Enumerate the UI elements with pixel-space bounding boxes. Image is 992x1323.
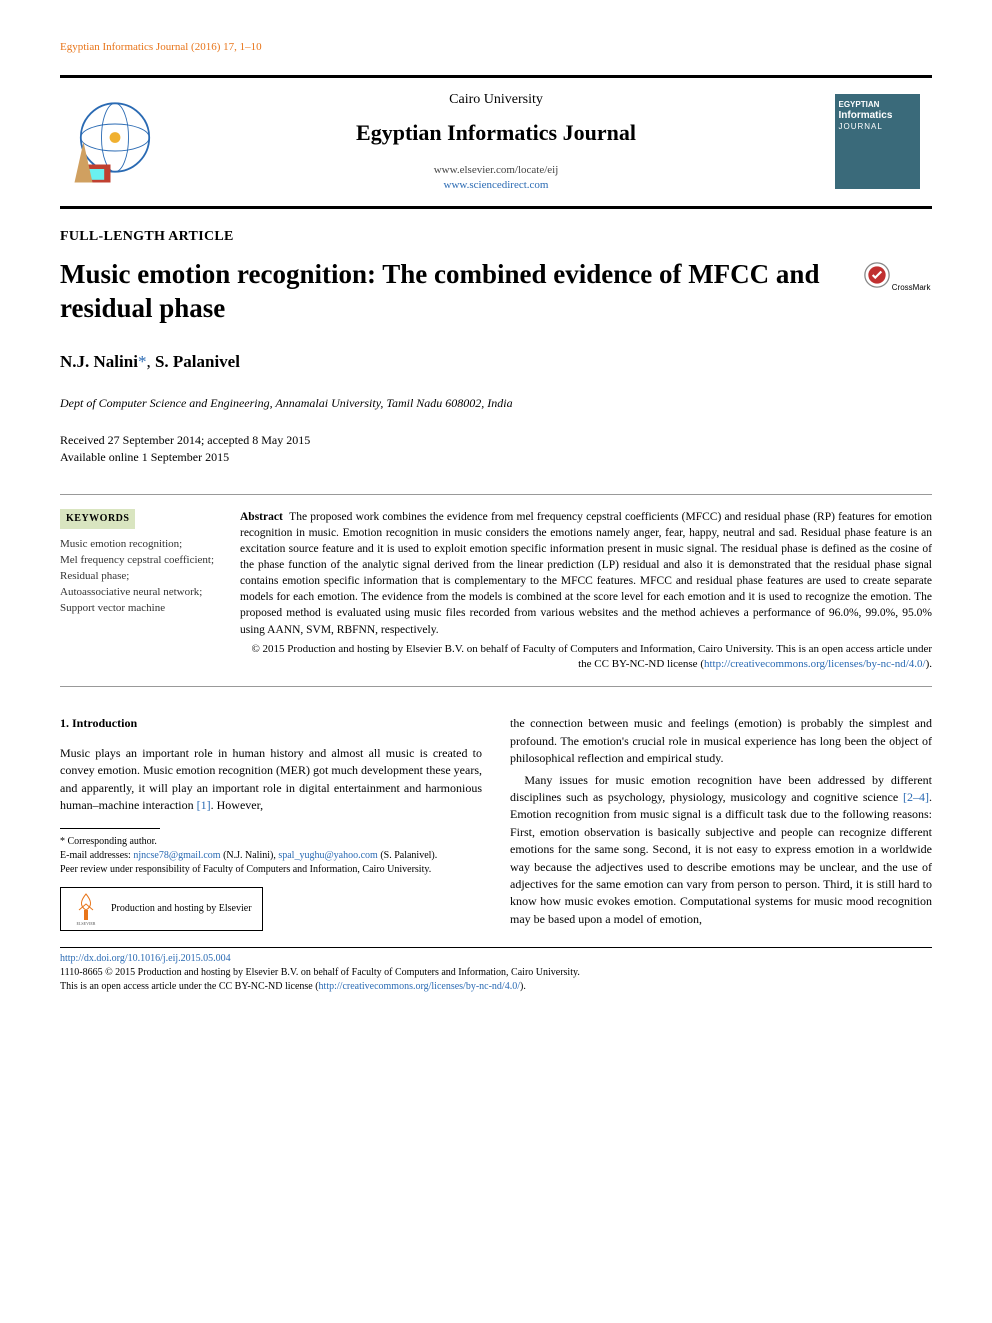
journal-header: Cairo University Egyptian Informatics Jo… [60, 75, 932, 208]
peer-review-note: Peer review under responsibility of Facu… [60, 863, 482, 877]
intro-p1-tail: . However, [211, 798, 264, 812]
cover-line-1: EGYPTIAN [839, 100, 916, 110]
journal-name: Egyptian Informatics Journal [170, 118, 822, 149]
intro-paragraph-1: Music plays an important role in human h… [60, 745, 482, 815]
email-2-who: (S. Palanivel). [378, 850, 437, 861]
cover-line-2: Informatics [839, 110, 916, 122]
crossmark-icon [864, 262, 890, 288]
crossmark-badge[interactable]: CrossMark [862, 262, 932, 293]
author-1: N.J. Nalini [60, 352, 138, 371]
license-link[interactable]: http://creativecommons.org/licenses/by-n… [704, 658, 926, 670]
keywords-column: KEYWORDS Music emotion recognition; Mel … [60, 509, 240, 673]
intro-paragraph-2: the connection between music and feeling… [510, 715, 932, 767]
intro-paragraph-3: Many issues for music emotion recognitio… [510, 772, 932, 929]
article-dates: Received 27 September 2014; accepted 8 M… [60, 432, 932, 466]
journal-title-block: Cairo University Egyptian Informatics Jo… [170, 90, 822, 193]
abstract-text: The proposed work combines the evidence … [240, 511, 932, 636]
email-1[interactable]: njncse78@gmail.com [133, 850, 220, 861]
ref-2-4[interactable]: [2–4] [903, 790, 929, 804]
email-1-who: (N.J. Nalini), [221, 850, 279, 861]
university-logo [60, 92, 170, 192]
body-columns: 1. Introduction Music plays an important… [60, 715, 932, 931]
hosting-text: Production and hosting by Elsevier [111, 902, 252, 916]
article-type: FULL-LENGTH ARTICLE [60, 227, 932, 247]
bottom-license-text: This is an open access article under the… [60, 981, 319, 992]
university-name: Cairo University [170, 90, 822, 110]
journal-url-1[interactable]: www.elsevier.com/locate/eij [170, 163, 822, 178]
article-title: Music emotion recognition: The combined … [60, 258, 852, 326]
doi-link[interactable]: http://dx.doi.org/10.1016/j.eij.2015.05.… [60, 952, 932, 966]
right-column: the connection between music and feeling… [510, 715, 932, 931]
journal-reference: Egyptian Informatics Journal (2016) 17, … [60, 40, 932, 55]
journal-cover: EGYPTIAN Informatics JOURNAL [822, 92, 932, 192]
footnote-separator [60, 828, 160, 829]
svg-text:ELSEVIER: ELSEVIER [77, 921, 96, 926]
abstract-column: Abstract The proposed work combines the … [240, 509, 932, 673]
abstract-copyright-close: ). [926, 658, 932, 670]
keywords-list: Music emotion recognition; Mel frequency… [60, 537, 224, 617]
ref-1[interactable]: [1] [197, 798, 211, 812]
email-2[interactable]: spal_yughu@yahoo.com [278, 850, 377, 861]
intro-p1-text: Music plays an important role in human h… [60, 746, 482, 812]
crossmark-label: CrossMark [892, 283, 931, 292]
section-1-heading: 1. Introduction [60, 715, 482, 732]
footnotes: * Corresponding author. E-mail addresses… [60, 835, 482, 931]
abstract-block: KEYWORDS Music emotion recognition; Mel … [60, 494, 932, 688]
bottom-footer: http://dx.doi.org/10.1016/j.eij.2015.05.… [60, 947, 932, 994]
affiliation: Dept of Computer Science and Engineering… [60, 395, 932, 412]
bottom-license: This is an open access article under the… [60, 980, 932, 994]
cover-line-3: JOURNAL [839, 122, 916, 132]
elsevier-logo-icon: ELSEVIER [71, 892, 101, 926]
abstract-label: Abstract [240, 511, 283, 523]
left-column: 1. Introduction Music plays an important… [60, 715, 482, 931]
bottom-license-link[interactable]: http://creativecommons.org/licenses/by-n… [319, 981, 520, 992]
online-date: Available online 1 September 2015 [60, 449, 932, 466]
journal-url-2[interactable]: www.sciencedirect.com [170, 178, 822, 193]
issn-copyright: 1110-8665 © 2015 Production and hosting … [60, 966, 932, 980]
cairo-logo-icon [70, 97, 160, 187]
author-2: S. Palanivel [155, 352, 240, 371]
corresponding-author: * Corresponding author. [60, 835, 482, 849]
intro-p3a: Many issues for music emotion recognitio… [510, 773, 932, 804]
received-accepted-date: Received 27 September 2014; accepted 8 M… [60, 432, 932, 449]
intro-p3b: . Emotion recognition from music signal … [510, 790, 932, 926]
keywords-heading: KEYWORDS [60, 509, 135, 529]
authors: N.J. Nalini*, S. Palanivel [60, 350, 932, 374]
author-separator: , [146, 352, 155, 371]
email-line: E-mail addresses: njncse78@gmail.com (N.… [60, 849, 482, 863]
email-label: E-mail addresses: [60, 850, 133, 861]
hosting-box: ELSEVIER Production and hosting by Elsev… [60, 887, 263, 931]
bottom-license-close: ). [520, 981, 526, 992]
